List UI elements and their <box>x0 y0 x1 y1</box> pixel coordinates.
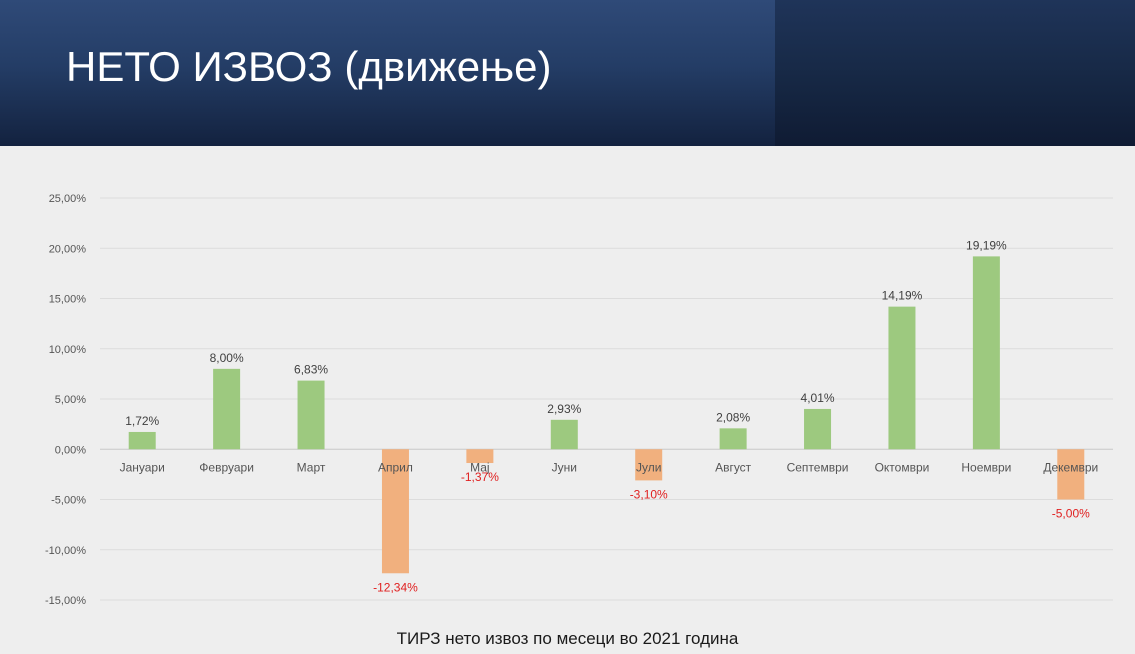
bar <box>128 431 156 450</box>
bars <box>128 256 1085 574</box>
y-tick-label: -5,00% <box>51 495 86 507</box>
bar <box>972 256 1000 450</box>
category-label: Февруари <box>199 460 254 474</box>
category-label: Мај <box>470 460 489 474</box>
data-label: 2,08% <box>716 410 750 424</box>
header-right-panel <box>775 0 1135 146</box>
bar <box>381 449 409 574</box>
grid-lines <box>100 197 1113 601</box>
category-label: Август <box>715 460 752 474</box>
data-label: 1,72% <box>125 414 159 428</box>
data-label: 14,19% <box>882 289 923 303</box>
category-label: Јуни <box>552 460 577 474</box>
data-label: 8,00% <box>210 351 244 365</box>
x-axis-label: ТИРЗ нето извоз по месеци во 2021 година <box>396 629 739 648</box>
bar <box>213 368 241 450</box>
y-axis-tick-labels: 25,00% 20,00% 15,00% 10,00% 5,00% 0,00% -5,00%… <box>45 193 86 607</box>
chart-area: 25,00% 20,00% 15,00% 10,00% 5,00% 0,00% -5,00%… <box>0 146 1135 654</box>
y-tick-label: -15,00% <box>45 595 86 607</box>
y-tick-label: 15,00% <box>49 294 87 306</box>
y-tick-label: 10,00% <box>49 344 87 356</box>
y-tick-label: 0,00% <box>55 444 86 456</box>
bar <box>804 408 832 450</box>
category-label: Декември <box>1043 460 1098 474</box>
bar <box>888 306 916 450</box>
data-label: -1,37% <box>461 470 499 484</box>
data-label: 19,19% <box>966 238 1007 252</box>
category-label: Јануари <box>120 460 165 474</box>
data-labels: 1,72% 8,00% 6,83% -12,34% -1,37% 2,93% -3,10% 2… <box>125 238 1090 594</box>
category-label: Јули <box>636 460 661 474</box>
y-tick-label: 5,00% <box>55 394 86 406</box>
y-tick-label: 25,00% <box>49 193 87 205</box>
category-label: Март <box>297 460 326 474</box>
category-label: Април <box>378 460 413 474</box>
data-label: 6,83% <box>294 363 328 377</box>
bar <box>635 449 663 481</box>
category-label: Октомври <box>875 460 930 474</box>
data-label: -3,10% <box>630 487 668 501</box>
category-labels: Јануари Февруари Март Април Мај Јуни Јули Авгус… <box>120 460 1099 474</box>
bar <box>550 419 578 450</box>
data-label: 4,01% <box>801 391 835 405</box>
bar <box>1057 449 1085 500</box>
y-tick-label: 20,00% <box>49 243 87 255</box>
bar-chart: 25,00% 20,00% 15,00% 10,00% 5,00% 0,00% -5,00%… <box>45 193 1113 607</box>
slide-title: НЕТО ИЗВОЗ (движење) <box>66 43 552 90</box>
data-label: -5,00% <box>1052 507 1090 521</box>
y-tick-label: -10,00% <box>45 545 86 557</box>
data-label: 2,93% <box>547 402 581 416</box>
bar <box>466 449 494 464</box>
category-label: Септември <box>787 460 849 474</box>
bar <box>297 380 325 450</box>
category-label: Ноември <box>961 460 1011 474</box>
bar <box>719 428 747 450</box>
data-label: -12,34% <box>373 580 418 594</box>
slide-header: НЕТО ИЗВОЗ (движење) <box>0 0 1135 146</box>
